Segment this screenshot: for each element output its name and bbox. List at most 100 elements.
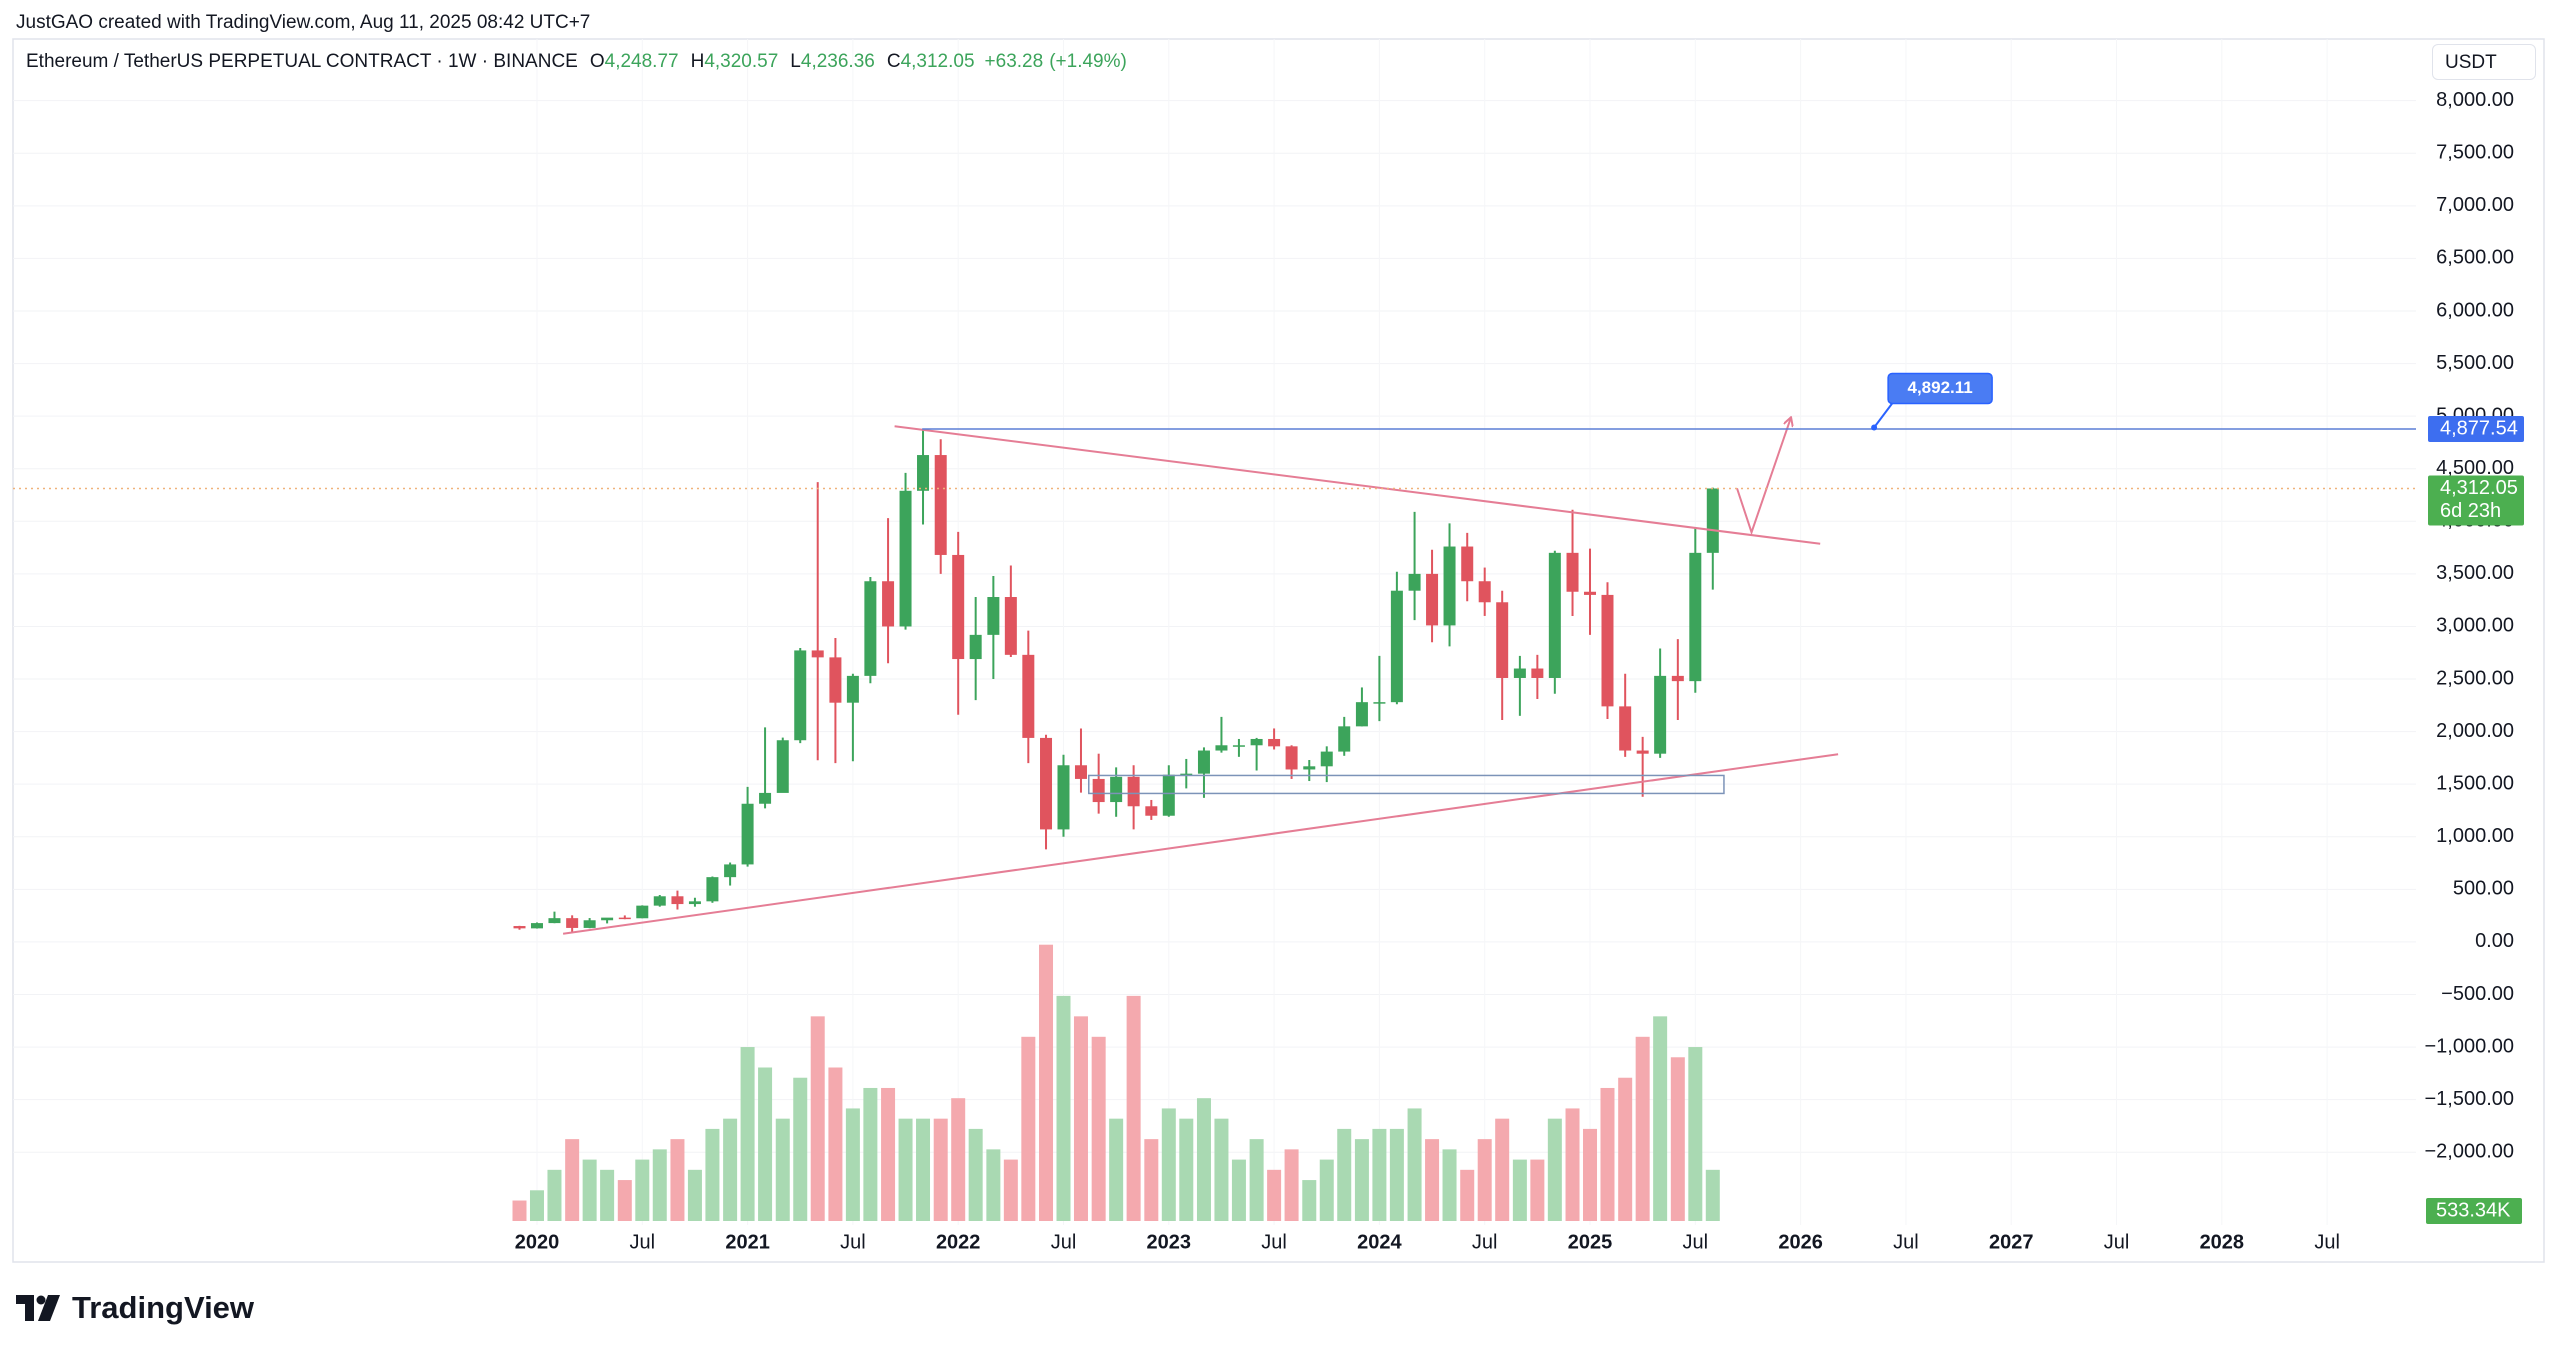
candle-body: [899, 490, 912, 627]
candle-body: [794, 650, 807, 741]
volume-last-label: 533.34K: [2436, 1199, 2511, 1221]
volume-bar: [1196, 1098, 1211, 1221]
y-tick-label: 6,000.00: [2436, 299, 2514, 321]
candle-body: [636, 905, 649, 919]
x-tick-label: 2022: [936, 1231, 981, 1253]
candle-body: [1215, 745, 1228, 751]
volume-bar: [652, 1149, 667, 1221]
countdown-label: 6d 23h: [2440, 500, 2501, 522]
y-tick-label: 1,000.00: [2436, 825, 2514, 847]
x-tick-label: Jul: [629, 1231, 655, 1253]
currency-button[interactable]: USDT: [2432, 44, 2536, 80]
volume-bar: [1583, 1128, 1598, 1221]
candle-body: [530, 923, 543, 929]
candle-body: [1004, 597, 1017, 655]
volume-bar: [1109, 1118, 1124, 1221]
volume-bar: [1056, 995, 1071, 1221]
candle-body: [1197, 750, 1210, 774]
y-tick-label: 8,000.00: [2436, 89, 2514, 111]
x-tick-label: Jul: [2104, 1231, 2130, 1253]
target-price-box: [2428, 416, 2524, 443]
y-tick-label: 500.00: [2453, 878, 2514, 900]
callout-label: 4,892.11: [1907, 378, 1972, 397]
candle-body: [811, 650, 824, 658]
x-tick-label: 2023: [1147, 1231, 1192, 1253]
volume-bar: [1161, 1108, 1176, 1221]
x-tick-label: 2021: [725, 1231, 770, 1253]
volume-bar: [1091, 1036, 1106, 1221]
candle-body: [1443, 546, 1456, 626]
volume-bar: [775, 1118, 790, 1221]
volume-bar: [845, 1108, 860, 1221]
candle-body: [1601, 594, 1614, 707]
volume-bar: [1267, 1169, 1282, 1221]
volume-bar: [1565, 1108, 1580, 1221]
legend-value: 4,248.77: [604, 51, 679, 72]
candle-body: [1180, 773, 1193, 776]
volume-bar: [1003, 1159, 1018, 1221]
candle-body: [1127, 776, 1140, 807]
volume-bar: [1354, 1139, 1369, 1221]
candle-body: [724, 864, 737, 878]
candle-body: [882, 581, 895, 627]
x-tick-label: Jul: [1051, 1231, 1077, 1253]
y-tick-label: −1,500.00: [2424, 1088, 2514, 1110]
volume-bar: [1179, 1118, 1194, 1221]
candle-body: [987, 597, 1000, 635]
y-tick-label: 7,000.00: [2436, 194, 2514, 216]
volume-bar: [828, 1067, 843, 1221]
candle-body: [706, 877, 719, 902]
candle-body: [583, 920, 596, 928]
legend-value: 4,320.57: [704, 51, 779, 72]
x-tick-label: Jul: [840, 1231, 866, 1253]
candle-body: [653, 896, 666, 906]
candle-body: [1478, 581, 1491, 603]
volume-bar: [1495, 1118, 1510, 1221]
volume-bar: [1635, 1036, 1650, 1221]
x-tick-label: Jul: [1261, 1231, 1287, 1253]
volume-bar: [1302, 1180, 1317, 1221]
candle-body: [1671, 675, 1684, 682]
callout-anchor: [1871, 424, 1878, 431]
legend-key: L: [790, 51, 801, 72]
candle-body: [1408, 573, 1421, 591]
y-tick-label: 7,500.00: [2436, 142, 2514, 164]
candle-body: [513, 926, 526, 929]
legend-key: H: [690, 51, 705, 72]
candle-body: [601, 917, 614, 921]
candle-body: [1057, 765, 1070, 830]
volume-bar: [1284, 1149, 1299, 1221]
volume-bar: [1337, 1128, 1352, 1221]
projection-arrow: [1736, 418, 1791, 536]
candle-body: [1110, 776, 1123, 803]
candle-body: [1584, 591, 1597, 595]
candle-body: [864, 581, 877, 676]
volume-bar: [1530, 1159, 1545, 1221]
candle-body: [1320, 751, 1333, 767]
x-tick-label: Jul: [1472, 1231, 1498, 1253]
volume-bar: [758, 1067, 773, 1221]
candle-body: [1355, 702, 1368, 727]
range-box: [1088, 774, 1725, 795]
callout-box: [1887, 372, 1993, 405]
brand-logo: [16, 1295, 60, 1321]
candle-body: [1426, 573, 1439, 626]
volume-bar: [1407, 1108, 1422, 1221]
candle-body: [1654, 675, 1667, 754]
volume-bar: [565, 1139, 580, 1221]
volume-bar: [1442, 1149, 1457, 1221]
y-tick-label: 4,500.00: [2436, 457, 2514, 479]
volume-bar: [1231, 1159, 1246, 1221]
y-tick-label: 2,500.00: [2436, 667, 2514, 689]
y-tick-label: 5,500.00: [2436, 352, 2514, 374]
x-tick-label: 2028: [2200, 1231, 2245, 1253]
candle-body: [741, 803, 754, 865]
legend: Ethereum / TetherUS PERPETUAL CONTRACT ·…: [26, 51, 1127, 73]
volume-bar: [1618, 1077, 1633, 1221]
volume-bar: [687, 1169, 702, 1221]
volume-bar: [1039, 944, 1054, 1221]
volume-bar: [1214, 1118, 1229, 1221]
candle-body: [776, 740, 789, 793]
volume-bar: [1670, 1057, 1685, 1221]
volume-bar: [1547, 1118, 1562, 1221]
